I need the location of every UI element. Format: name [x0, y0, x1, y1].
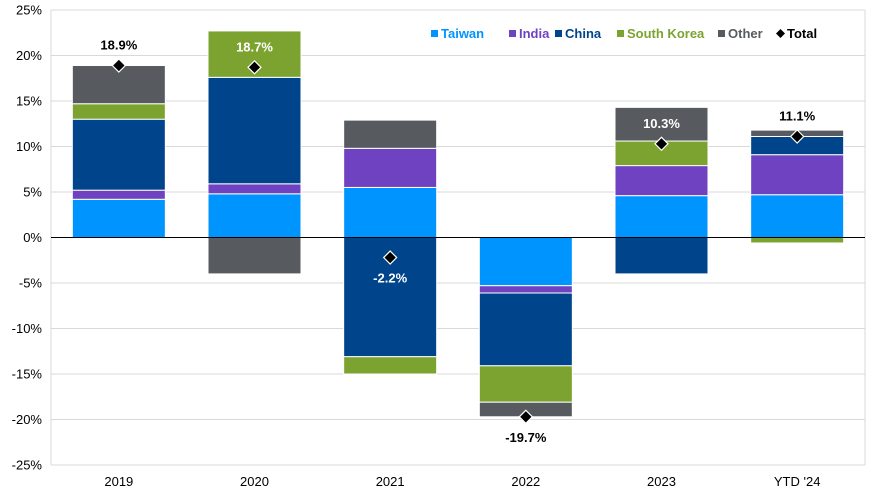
- legend-swatch: [509, 30, 516, 37]
- y-tick-label: 10%: [16, 139, 42, 154]
- bar-segment-taiwan: [71, 198, 166, 238]
- bar-segment-india: [207, 183, 302, 195]
- bar-segment-taiwan: [614, 195, 709, 238]
- total-label: 10.3%: [643, 116, 680, 131]
- bar-segment-other: [343, 119, 438, 149]
- bar-segment-south-korea: [750, 237, 845, 244]
- legend-label: Total: [787, 26, 817, 41]
- bars: [71, 30, 845, 418]
- y-tick-label: 20%: [16, 48, 42, 63]
- legend-label: India: [519, 26, 550, 41]
- legend-swatch: [776, 29, 785, 38]
- x-tick-label: YTD '24: [774, 474, 821, 489]
- y-tick-label: -5%: [19, 276, 43, 291]
- bar-segment-india: [614, 165, 709, 197]
- bar-segment-other: [71, 65, 166, 105]
- bar-segment-other: [614, 106, 709, 142]
- bar-segment-india: [71, 189, 166, 200]
- bar-segment-south-korea: [343, 356, 438, 375]
- total-marker: [111, 58, 127, 73]
- y-tick-label: 25%: [16, 3, 42, 18]
- x-tick-label: 2023: [647, 474, 676, 489]
- bar-segment-china: [207, 76, 302, 185]
- bar-segment-other: [207, 237, 302, 275]
- y-tick-label: 0%: [23, 230, 42, 245]
- x-tick-label: 2020: [240, 474, 269, 489]
- bar-segment-india: [478, 285, 573, 294]
- total-marker: [789, 129, 805, 144]
- legend-swatch: [431, 30, 438, 37]
- legend-label: South Korea: [627, 26, 705, 41]
- total-label: -19.7%: [505, 430, 547, 445]
- x-tick-label: 2022: [511, 474, 540, 489]
- bar-segment-china: [614, 237, 709, 275]
- legend: Taiwan India China South Korea Other Total: [431, 26, 817, 41]
- y-tick-label: -10%: [12, 321, 43, 336]
- y-tick-label: 5%: [23, 185, 42, 200]
- total-label: 11.1%: [779, 108, 816, 123]
- bar-segment-south-korea: [478, 365, 573, 403]
- bar-segment-india: [750, 154, 845, 196]
- x-tick-label: 2021: [376, 474, 405, 489]
- legend-swatch: [617, 30, 624, 37]
- bar-segment-india: [343, 147, 438, 188]
- bar-segment-china: [71, 118, 166, 191]
- bar-segment-china: [478, 292, 573, 367]
- total-marker: [247, 59, 262, 75]
- y-tick-label: 15%: [16, 94, 42, 109]
- axes: -25% -20% -15% -10% -5% 0% 5% 10% 15% 20% 25% 2019 2…: [12, 3, 821, 490]
- total-marker: [382, 250, 398, 265]
- legend-swatch: [555, 30, 562, 37]
- bar-segment-taiwan: [478, 237, 573, 287]
- total-label: 18.7%: [236, 39, 273, 54]
- y-tick-label: -25%: [12, 458, 43, 473]
- y-tick-label: -20%: [12, 412, 43, 427]
- legend-label: Other: [728, 26, 763, 41]
- total-label: 18.9%: [100, 38, 137, 53]
- bar-segment-taiwan: [207, 193, 302, 239]
- bar-segment-taiwan: [750, 194, 845, 238]
- legend-swatch: [718, 30, 725, 37]
- total-markers: 18.9% 18.7% -2.2% -19.7% 10.3% 11.1%: [100, 38, 815, 445]
- bar-segment-taiwan: [343, 186, 438, 238]
- legend-label: Taiwan: [441, 26, 484, 41]
- legend-label: China: [565, 26, 602, 41]
- y-tick-label: -15%: [12, 367, 43, 382]
- total-marker: [654, 136, 669, 152]
- total-label: -2.2%: [373, 271, 407, 286]
- total-marker: [518, 409, 534, 425]
- bar-segment-south-korea: [71, 103, 166, 120]
- x-tick-label: 2019: [104, 474, 133, 489]
